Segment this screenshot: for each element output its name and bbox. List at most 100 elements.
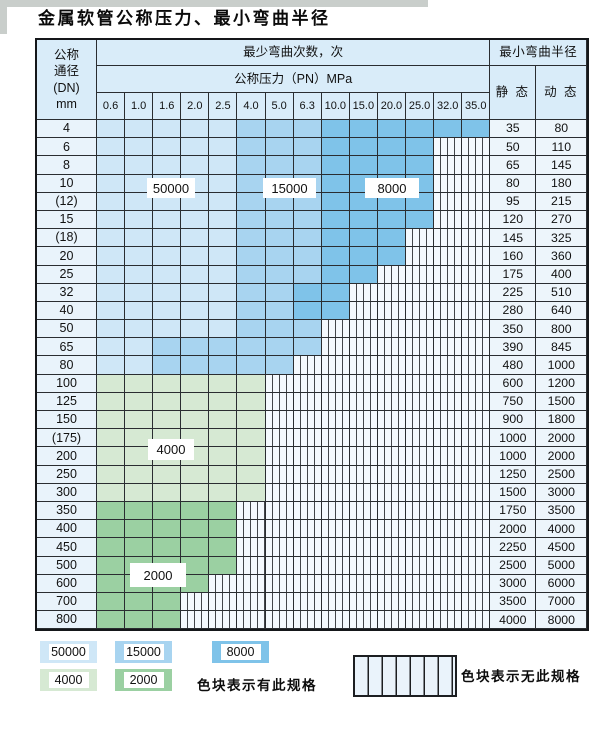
static-radius-cell: 280 bbox=[490, 301, 537, 321]
spec-cell-50000 bbox=[153, 283, 182, 302]
spec-cell-4000 bbox=[181, 411, 210, 430]
no-spec-cell bbox=[434, 138, 463, 157]
spec-cell-15000 bbox=[265, 320, 294, 339]
no-spec-cell bbox=[406, 392, 435, 411]
spec-cell-50000 bbox=[209, 138, 238, 157]
no-spec-cell bbox=[321, 411, 350, 430]
spec-cell-15000 bbox=[293, 265, 322, 284]
no-spec-cell bbox=[462, 265, 491, 284]
spec-cell-50000 bbox=[209, 192, 238, 211]
spec-cell-8000 bbox=[349, 265, 378, 284]
dn-cell: 300 bbox=[37, 483, 97, 502]
spec-cell-15000 bbox=[293, 338, 322, 357]
spec-cell-15000 bbox=[265, 247, 294, 266]
spec-cell-8000 bbox=[321, 210, 350, 230]
spec-cell-50000 bbox=[125, 283, 154, 302]
static-radius-cell: 50 bbox=[490, 138, 537, 157]
scan-artifact-top bbox=[0, 0, 428, 7]
spec-cell-50000 bbox=[125, 265, 154, 284]
spec-cell-15000 bbox=[181, 338, 210, 357]
spec-cell-15000 bbox=[237, 283, 266, 302]
dynamic-radius-cell: 2500 bbox=[536, 465, 588, 484]
no-spec-cell bbox=[181, 611, 210, 630]
pressure-tick-15.0: 15.0 bbox=[349, 93, 378, 120]
no-spec-cell bbox=[462, 592, 491, 612]
no-spec-cell bbox=[293, 429, 322, 448]
spec-cell-15000 bbox=[237, 247, 266, 266]
spec-cell-8000 bbox=[406, 120, 435, 139]
dn-cell: 600 bbox=[37, 574, 97, 593]
spec-cell-50000 bbox=[209, 265, 238, 284]
spec-cell-8000 bbox=[349, 120, 378, 139]
spec-cell-50000 bbox=[153, 229, 182, 248]
dn-cell: 250 bbox=[37, 465, 97, 484]
static-radius-cell: 3000 bbox=[490, 574, 537, 593]
spec-cell-50000 bbox=[181, 301, 210, 321]
spec-cell-50000 bbox=[209, 247, 238, 266]
no-spec-cell bbox=[349, 301, 378, 321]
spec-cell-50000 bbox=[209, 156, 238, 175]
spec-cell-4000 bbox=[181, 465, 210, 484]
no-spec-cell bbox=[462, 229, 491, 248]
no-spec-cell bbox=[293, 611, 322, 630]
spec-cell-50000 bbox=[153, 265, 182, 284]
spec-cell-2000 bbox=[181, 501, 210, 521]
spec-cell-8000 bbox=[349, 247, 378, 266]
legend-no-spec-text: 色块表示无此规格 bbox=[461, 669, 581, 684]
static-radius-cell: 95 bbox=[490, 192, 537, 211]
static-radius-cell: 390 bbox=[490, 338, 537, 357]
no-spec-cell bbox=[406, 611, 435, 630]
no-spec-cell bbox=[349, 320, 378, 339]
no-spec-cell bbox=[293, 501, 322, 521]
spec-cell-8000 bbox=[321, 156, 350, 175]
no-spec-cell bbox=[377, 447, 407, 466]
spec-cell-50000 bbox=[181, 120, 210, 139]
spec-cell-50000 bbox=[153, 247, 182, 266]
spec-cell-15000 bbox=[209, 338, 238, 357]
spec-cell-4000 bbox=[237, 411, 266, 430]
no-spec-cell bbox=[434, 447, 463, 466]
nominal-pressure-header: 公称压力（PN）MPa bbox=[97, 66, 491, 93]
spec-cell-4000 bbox=[125, 374, 154, 393]
page-title: 金属软管公称压力、最小弯曲半径 bbox=[38, 9, 331, 29]
no-spec-cell bbox=[462, 138, 491, 157]
static-radius-cell: 1000 bbox=[490, 447, 537, 466]
no-spec-cell bbox=[377, 465, 407, 484]
spec-cell-15000 bbox=[237, 174, 266, 193]
zone-label-8000: 8000 bbox=[365, 178, 419, 198]
no-spec-cell bbox=[434, 229, 463, 248]
spec-cell-15000 bbox=[237, 156, 266, 175]
dynamic-radius-cell: 800 bbox=[536, 320, 588, 339]
spec-cell-8000 bbox=[434, 120, 463, 139]
dynamic-radius-cell: 325 bbox=[536, 229, 588, 248]
no-spec-cell bbox=[237, 501, 266, 521]
spec-cell-4000 bbox=[97, 447, 126, 466]
dynamic-radius-cell: 1000 bbox=[536, 356, 588, 375]
spec-cell-50000 bbox=[153, 138, 182, 157]
no-spec-cell bbox=[265, 592, 294, 612]
min-bend-radius-header: 最小弯曲半径 bbox=[490, 40, 588, 66]
spec-cell-50000 bbox=[97, 174, 126, 193]
no-spec-cell bbox=[377, 538, 407, 557]
spec-cell-50000 bbox=[125, 156, 154, 175]
zone-label-4000: 4000 bbox=[148, 439, 194, 460]
spec-cell-8000 bbox=[349, 210, 378, 230]
no-spec-cell bbox=[462, 411, 491, 430]
no-spec-cell bbox=[406, 374, 435, 393]
no-spec-cell bbox=[377, 592, 407, 612]
spec-cell-4000 bbox=[181, 374, 210, 393]
spec-cell-4000 bbox=[97, 374, 126, 393]
static-radius-cell: 145 bbox=[490, 229, 537, 248]
dn-cell: (12) bbox=[37, 192, 97, 211]
zone-label-50000: 50000 bbox=[147, 178, 195, 198]
static-radius-cell: 3500 bbox=[490, 592, 537, 612]
dn-cell: 15 bbox=[37, 210, 97, 230]
no-spec-cell bbox=[377, 520, 407, 539]
spec-cell-50000 bbox=[209, 229, 238, 248]
spec-cell-8000 bbox=[406, 210, 435, 230]
dn-cell: 50 bbox=[37, 320, 97, 339]
spec-cell-4000 bbox=[237, 447, 266, 466]
no-spec-cell bbox=[377, 556, 407, 575]
spec-cell-50000 bbox=[209, 283, 238, 302]
static-radius-cell: 4000 bbox=[490, 611, 537, 630]
